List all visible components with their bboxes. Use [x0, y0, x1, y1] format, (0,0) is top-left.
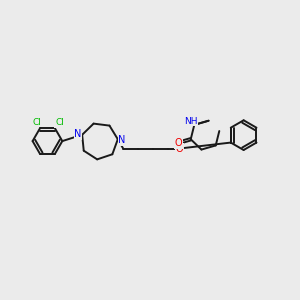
- Text: N: N: [74, 129, 82, 139]
- Text: NH: NH: [184, 117, 197, 126]
- Text: O: O: [176, 143, 183, 154]
- Text: Cl: Cl: [32, 118, 41, 127]
- Text: O: O: [174, 138, 182, 148]
- Text: Cl: Cl: [55, 118, 64, 127]
- Text: N: N: [118, 135, 126, 145]
